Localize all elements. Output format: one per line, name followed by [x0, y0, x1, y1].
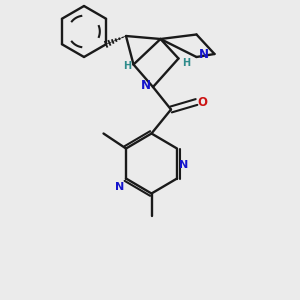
Text: H: H: [123, 61, 132, 71]
Text: N: N: [199, 47, 209, 61]
Text: N: N: [140, 79, 151, 92]
Text: H: H: [182, 58, 190, 68]
Text: O: O: [197, 95, 208, 109]
Text: N: N: [115, 182, 124, 193]
Text: N: N: [179, 160, 188, 170]
